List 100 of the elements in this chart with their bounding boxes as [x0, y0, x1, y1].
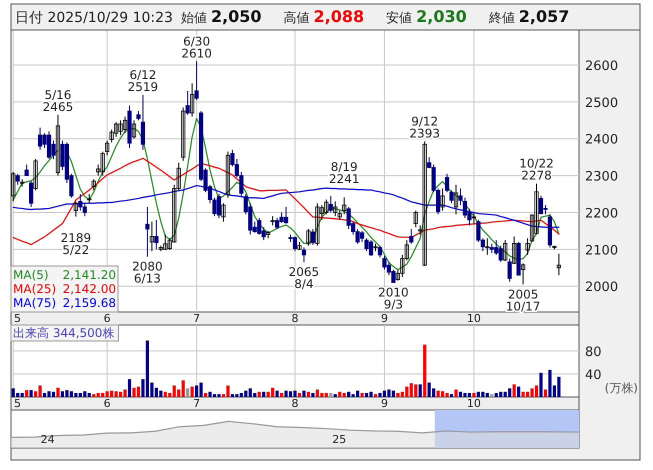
- y-tick-label: 2100: [585, 243, 618, 258]
- bar: [534, 385, 538, 397]
- candlestick: [364, 238, 369, 252]
- candlestick: [444, 173, 450, 193]
- bar: [298, 392, 302, 397]
- legend: MA(5) 2,141.20 MA(25) 2,142.00 MA(75) 2,159.68: [10, 266, 118, 312]
- text: 安値 2,030: [386, 7, 467, 26]
- candlestick: [132, 120, 136, 140]
- bar: [186, 388, 190, 397]
- annotation: 2080 6/13: [132, 260, 163, 286]
- x-tick-label: 6: [104, 312, 111, 325]
- candlestick: [136, 110, 141, 121]
- bar: [118, 392, 122, 397]
- bar: [458, 392, 462, 397]
- candlestick: [306, 228, 311, 246]
- candlestick: [24, 164, 29, 176]
- bar: [454, 390, 458, 397]
- candlestick: [458, 188, 463, 206]
- y-tick-label: 2300: [585, 170, 618, 185]
- annotation: 2065 8/4: [288, 265, 320, 292]
- candlestick: [472, 212, 476, 224]
- chart-title: 日付 2025/10/29 10:23: [15, 10, 173, 26]
- candlestick: [92, 178, 96, 191]
- candlestick: [360, 230, 364, 242]
- x-tick-label: 25: [332, 433, 346, 446]
- candlestick: [150, 221, 154, 252]
- candlestick: [409, 228, 414, 244]
- candlestick: [414, 210, 418, 228]
- text: 高値 2,088: [284, 7, 364, 26]
- candlestick: [449, 190, 454, 204]
- candlestick: [512, 236, 516, 265]
- candlestick: [181, 106, 186, 162]
- candlestick: [279, 212, 284, 224]
- x-tick-label: 24: [40, 433, 55, 446]
- bar: [65, 390, 69, 397]
- bar: [136, 386, 140, 397]
- x-tick-label: 8: [292, 397, 298, 410]
- bar: [468, 392, 472, 397]
- bar: [364, 392, 368, 397]
- annotation: 5/16 2465: [42, 88, 74, 114]
- candlestick: [328, 195, 333, 213]
- x-tick-label: 10: [466, 397, 481, 410]
- bar: [387, 390, 391, 397]
- bar: [548, 370, 552, 397]
- x-tick-label: 6: [104, 397, 111, 410]
- bar: [334, 394, 337, 397]
- bar: [490, 394, 494, 397]
- bar: [195, 385, 198, 397]
- bar: [311, 392, 314, 397]
- candlestick: [462, 197, 468, 218]
- x-tick-label: 7: [193, 397, 200, 410]
- bar: [52, 392, 56, 397]
- bar: [472, 392, 476, 397]
- bar: [212, 394, 216, 397]
- candlestick: [378, 245, 382, 258]
- line-series: [12, 158, 560, 246]
- bar: [530, 388, 534, 397]
- bar: [445, 392, 449, 397]
- annotation: 2005 10/17: [506, 287, 540, 314]
- annotation: 8/19 2241: [328, 160, 360, 186]
- candlestick: [503, 240, 508, 262]
- bar: [293, 390, 297, 397]
- annotation: 2189 5/22: [60, 230, 92, 257]
- bar: [146, 340, 150, 397]
- x-tick-label: 10: [466, 312, 481, 325]
- y-tick-label: 2400: [585, 132, 618, 148]
- bar: [217, 394, 221, 397]
- candlestick: [292, 236, 298, 252]
- candlestick: [216, 194, 222, 218]
- bar: [60, 391, 64, 397]
- bar: [288, 391, 292, 397]
- candlestick: [508, 258, 512, 282]
- bar: [30, 390, 33, 397]
- bar: [276, 390, 279, 397]
- candlestick: [538, 195, 544, 215]
- bar: [159, 390, 162, 397]
- candlestick: [302, 246, 306, 263]
- chart-title: 出来高 344,500株: [13, 326, 114, 340]
- candlestick: [145, 206, 150, 258]
- candlestick: [140, 94, 146, 150]
- y-tick-label: 2500: [585, 96, 618, 111]
- candlestick: [38, 127, 42, 150]
- x-tick-label: 8: [292, 312, 298, 325]
- bar: [463, 392, 467, 397]
- bar: [382, 390, 386, 397]
- y-tick-label: 2600: [585, 59, 618, 74]
- candlestick: [46, 130, 52, 160]
- y-tick-label: 80: [585, 344, 602, 360]
- candlestick: [275, 218, 280, 230]
- line-series: [12, 184, 560, 228]
- bar: [306, 392, 310, 397]
- bar: [526, 392, 530, 397]
- bar: [374, 394, 378, 397]
- bar: [199, 382, 203, 397]
- candlestick: [56, 114, 60, 176]
- x-tick-label: 9: [380, 397, 388, 410]
- candlestick: [29, 180, 34, 208]
- candlestick: [74, 200, 78, 218]
- annotation: 6/30 2610: [181, 34, 212, 60]
- bar: [392, 390, 395, 397]
